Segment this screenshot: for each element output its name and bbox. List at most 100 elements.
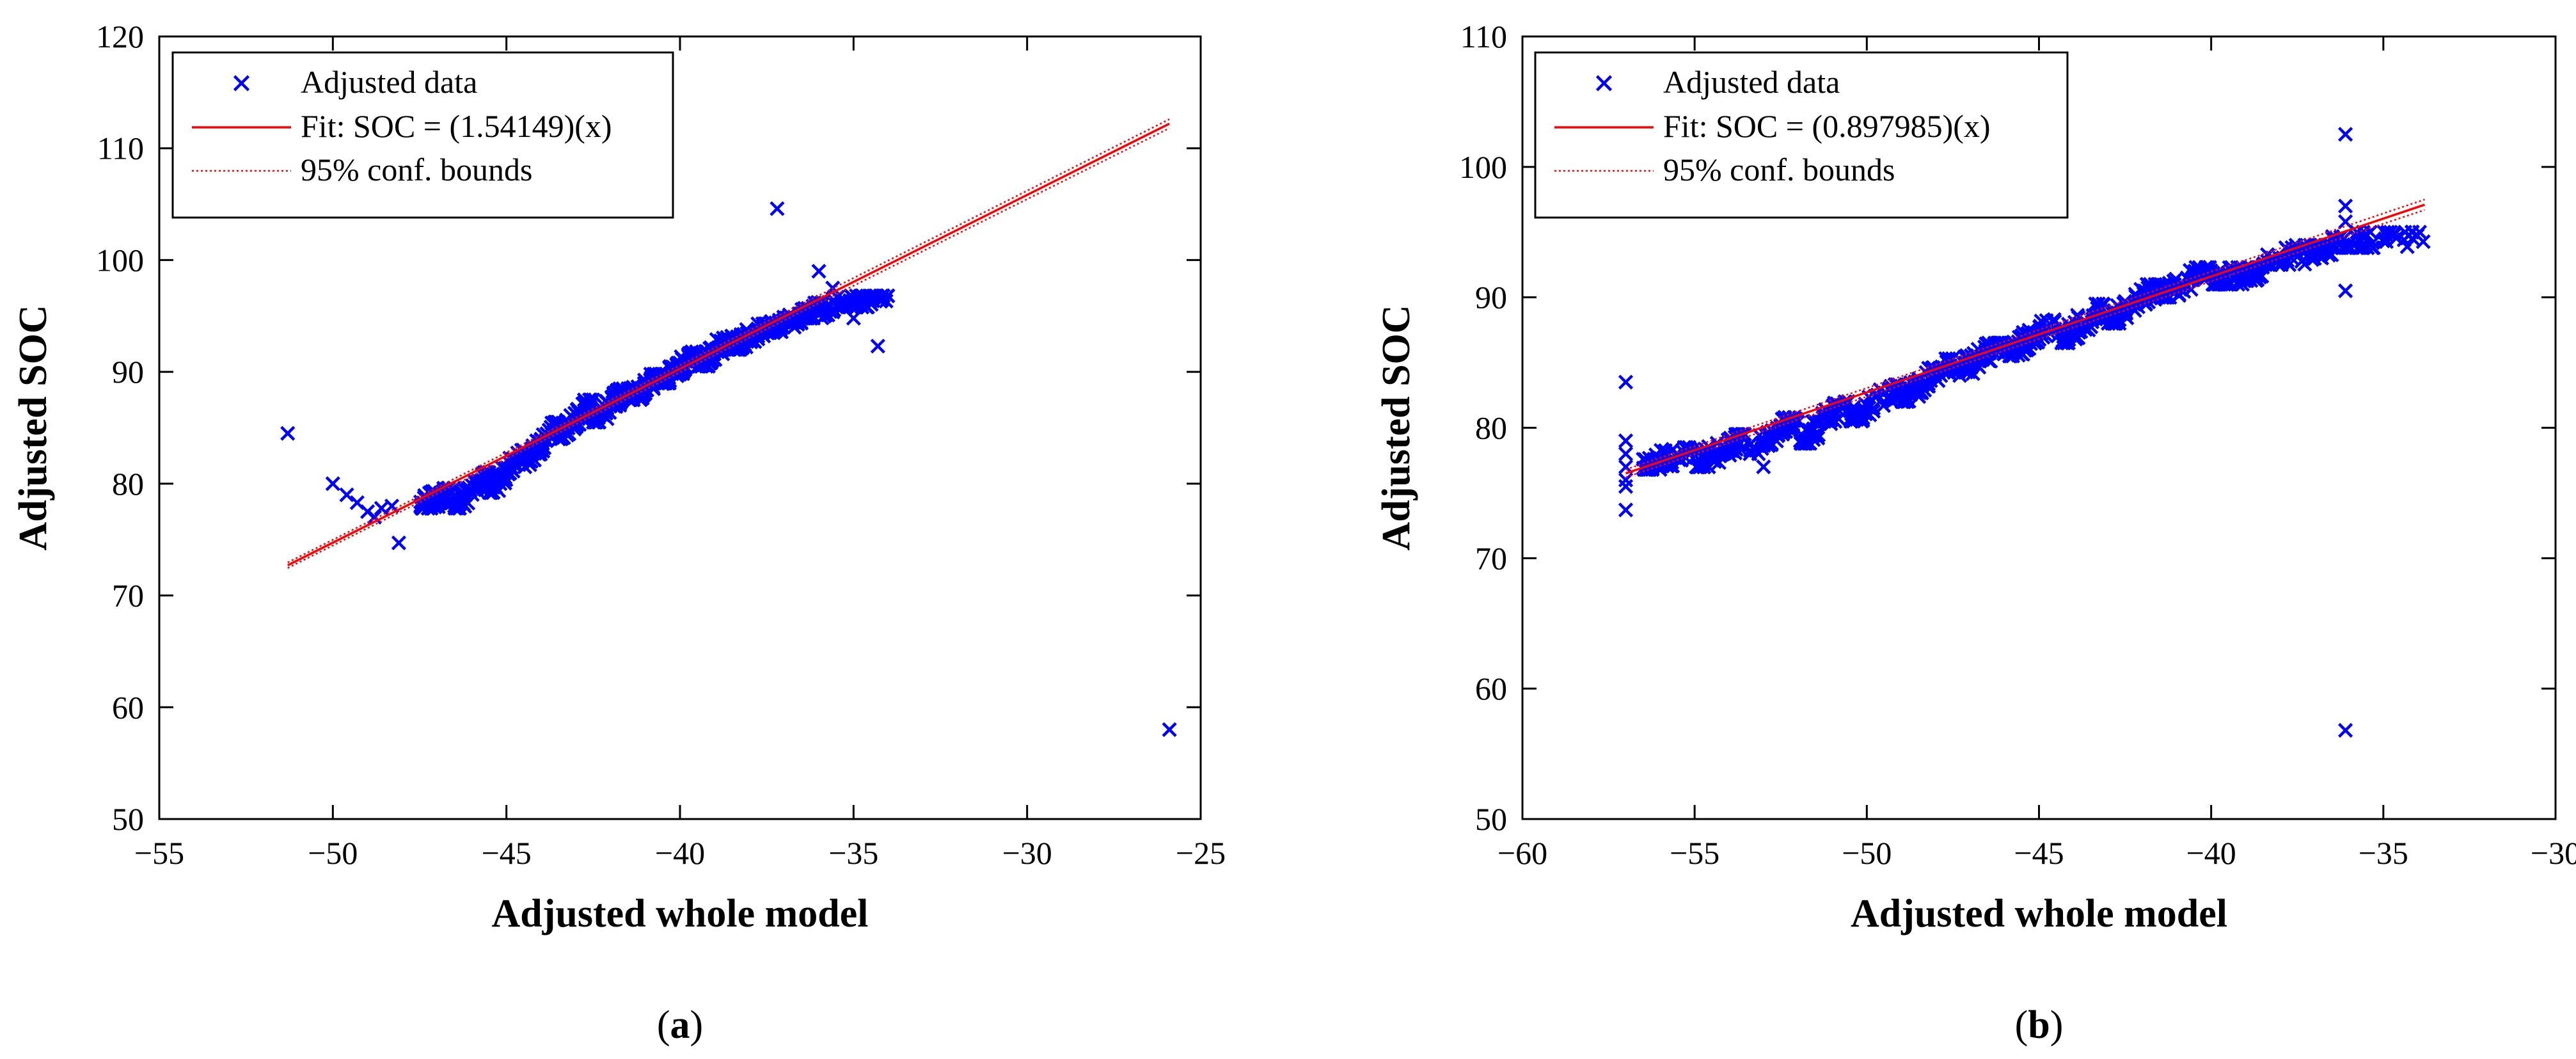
- data-point: [280, 426, 296, 441]
- data-point: [2338, 722, 2353, 738]
- data-point: [585, 392, 601, 408]
- conf-bound-lower: [287, 127, 1170, 569]
- legend-box: [171, 51, 674, 219]
- data-point: [811, 264, 826, 279]
- y-tick-label: 90: [112, 354, 144, 390]
- x-tick-label: −45: [482, 835, 532, 871]
- data-point: [2360, 240, 2375, 255]
- data-point: [693, 358, 709, 374]
- data-point: [829, 299, 844, 315]
- data-point: [1711, 455, 1727, 470]
- data-point: [1754, 435, 1769, 450]
- data-point: [325, 476, 340, 491]
- data-point: [1756, 459, 1771, 475]
- data-point: [1690, 459, 1705, 475]
- data-point: [743, 334, 759, 350]
- x-tick-label: −45: [2014, 835, 2064, 871]
- legend-marker-data: [1595, 75, 1613, 92]
- data-point: [800, 310, 816, 326]
- data-point: [1851, 405, 1867, 421]
- data-point: [524, 443, 539, 459]
- y-tick-label: 80: [1475, 410, 1507, 446]
- data-point: [1806, 432, 1821, 447]
- data-point: [1770, 428, 1785, 443]
- conf-bound-upper: [1625, 198, 2425, 470]
- data-series-adjusted: [280, 201, 1177, 737]
- data-point: [684, 344, 700, 360]
- x-tick-label: −55: [134, 835, 184, 871]
- y-tick-label: 60: [112, 689, 144, 725]
- data-point: [415, 500, 430, 516]
- x-tick-label: −30: [1002, 835, 1052, 871]
- data-point: [457, 482, 473, 498]
- y-axis-title: Adjusted SOC: [1375, 305, 1418, 550]
- x-tick-label: −60: [1497, 835, 1547, 871]
- legend-label-bounds: 95% conf. bounds: [301, 152, 532, 187]
- data-point: [761, 325, 776, 340]
- legend-label-data: Adjusted data: [301, 64, 477, 100]
- data-point: [709, 332, 724, 347]
- legend-label-fit: Fit: SOC = (0.897985)(x): [1663, 108, 1991, 144]
- y-tick-label: 100: [96, 242, 144, 278]
- legend: Adjusted data Fit: SOC = (0.897985)(x) 95%…: [1534, 51, 2069, 219]
- panel-label-letter: a: [670, 1003, 690, 1047]
- panel-label-close-paren: ): [2050, 1003, 2064, 1047]
- y-axis-title: Adjusted SOC: [12, 305, 55, 550]
- data-point: [1898, 383, 1913, 399]
- data-point: [1742, 437, 1757, 452]
- x-tick-label: −35: [828, 835, 878, 871]
- data-point: [2338, 198, 2353, 214]
- data-point: [2296, 242, 2312, 257]
- data-point: [1656, 444, 1671, 459]
- data-point: [2340, 240, 2355, 255]
- data-point: [500, 460, 515, 475]
- x-tick-label: −40: [2186, 835, 2236, 871]
- data-point: [666, 360, 681, 375]
- data-point: [1162, 722, 1177, 737]
- legend-label-data: Adjusted data: [1663, 64, 1840, 100]
- data-point: [1701, 459, 1716, 475]
- data-point: [1642, 462, 1657, 477]
- data-point: [661, 376, 676, 391]
- data-point: [2110, 313, 2126, 328]
- y-tick-label: 110: [97, 131, 144, 166]
- x-tick-label: −40: [655, 835, 705, 871]
- data-point: [2338, 214, 2353, 230]
- data-point: [1618, 433, 1634, 449]
- x-axis-title: Adjusted whole model: [1851, 892, 2227, 936]
- data-point: [2034, 314, 2049, 329]
- data-point: [2081, 322, 2096, 338]
- x-tick-label: −35: [2359, 835, 2408, 871]
- data-point: [2386, 228, 2401, 243]
- data-point: [1618, 374, 1634, 390]
- data-point: [1648, 447, 1664, 463]
- legend: Adjusted data Fit: SOC = (1.54149)(x) 95% …: [171, 51, 674, 219]
- panel-label-letter: b: [2028, 1003, 2050, 1047]
- data-point: [639, 382, 655, 398]
- legend-label-bounds: 95% conf. bounds: [1663, 152, 1895, 187]
- panel-label: (b): [2015, 1003, 2064, 1047]
- legend-box: [1534, 51, 2069, 219]
- data-point: [859, 299, 874, 315]
- data-point: [1618, 446, 1634, 461]
- data-point: [1952, 362, 1968, 378]
- fit-line: [287, 122, 1170, 566]
- data-point: [764, 324, 780, 339]
- data-point: [846, 310, 861, 326]
- data-point: [1844, 410, 1859, 426]
- y-tick-label: 90: [1475, 280, 1507, 315]
- data-point: [589, 415, 604, 430]
- data-point: [1855, 413, 1870, 428]
- data-point: [423, 495, 439, 511]
- data-point: [2005, 344, 2021, 360]
- data-point: [451, 500, 466, 516]
- data-point: [2139, 276, 2154, 292]
- fit-line: [1625, 203, 2425, 475]
- data-point: [2312, 250, 2328, 265]
- panel-label: (a): [657, 1003, 703, 1047]
- data-point: [2117, 294, 2133, 309]
- data-point: [1618, 479, 1634, 494]
- data-point: [2398, 225, 2413, 240]
- data-point: [2222, 276, 2237, 292]
- legend-label-fit: Fit: SOC = (1.54149)(x): [301, 108, 612, 144]
